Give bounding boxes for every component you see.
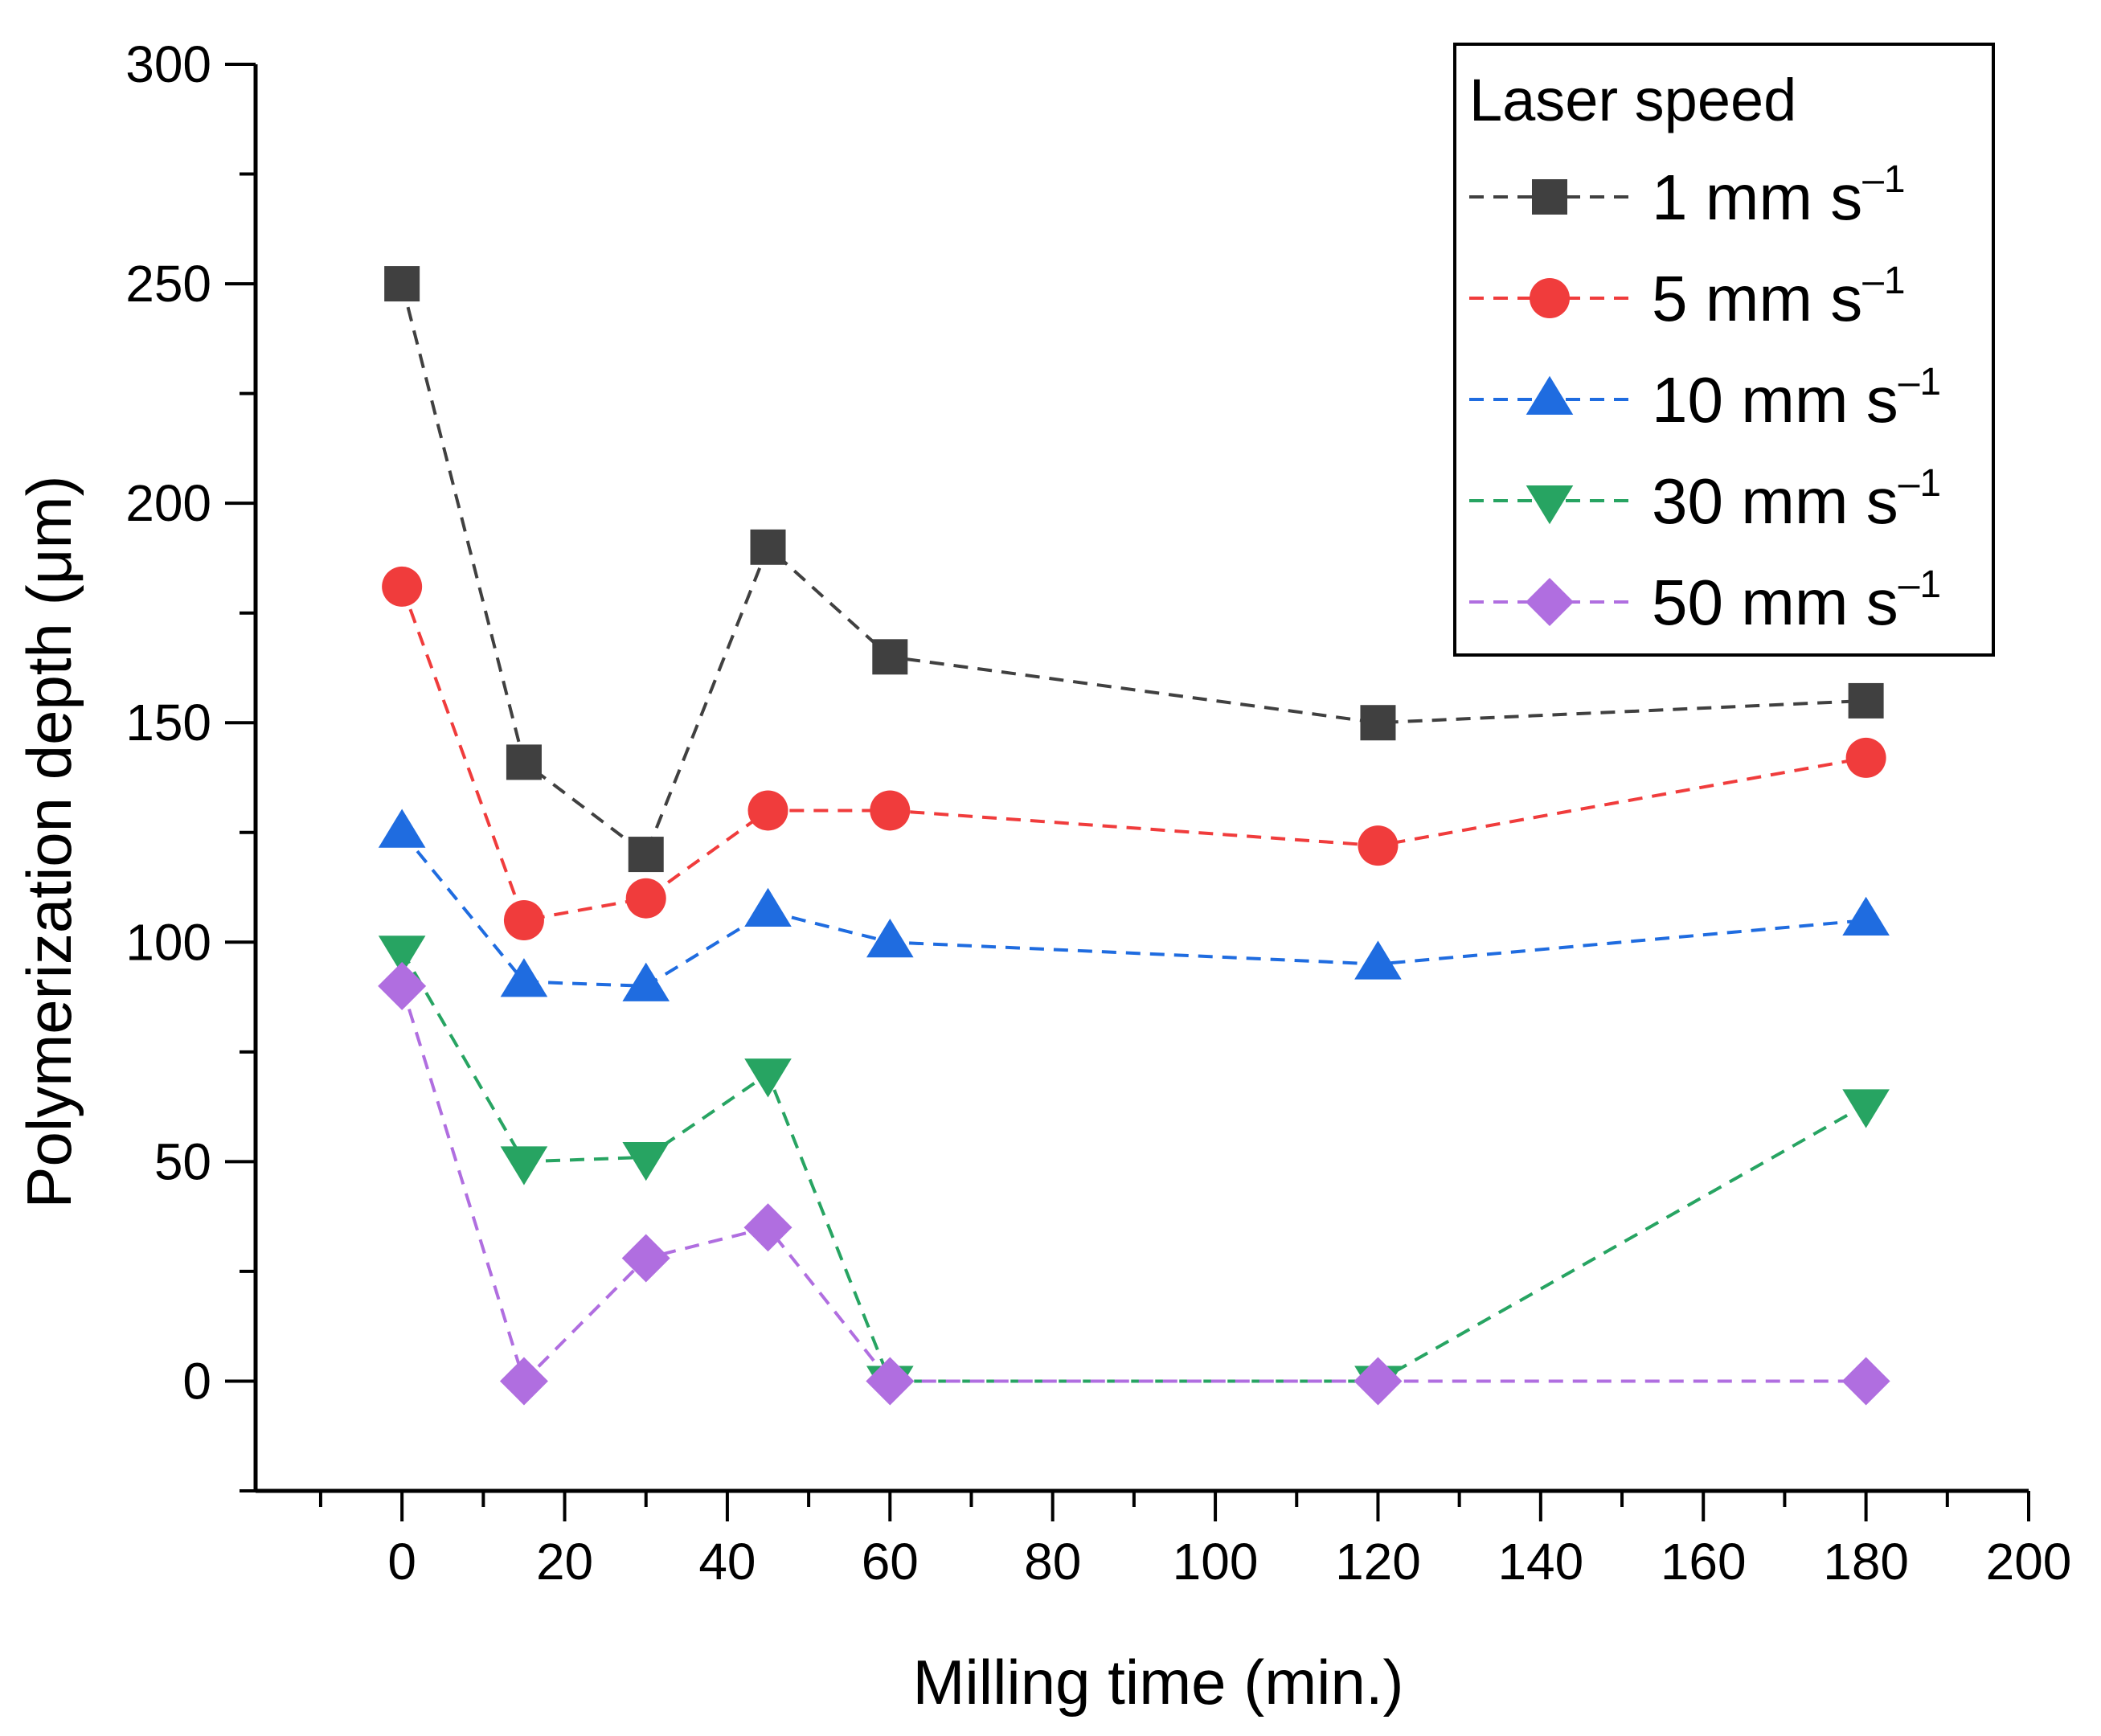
x-tick-label: 0 [387,1533,416,1591]
data-point [1842,1089,1890,1128]
data-point [866,1357,915,1406]
x-tick-label: 160 [1661,1533,1747,1591]
series-layer [378,266,1890,1406]
series-points-1 [384,266,1884,873]
data-point [1842,896,1890,936]
data-point [506,744,542,780]
x-tick-label: 180 [1823,1533,1909,1591]
data-point [625,878,666,919]
data-point [503,900,544,940]
data-point [621,1234,670,1283]
data-point [1845,737,1886,778]
y-tick-label: 250 [125,255,211,313]
data-point [622,962,670,1001]
y-axis-title: Polymerization depth (μm) [14,476,84,1209]
data-point [750,529,786,565]
data-point [747,790,788,831]
data-point [1354,940,1402,980]
x-tick-label: 200 [1986,1533,2072,1591]
data-point [872,639,908,675]
data-point [384,266,420,302]
legend-entry: 5 mm s–1 [1469,260,1906,334]
legend-label: 5 mm s–1 [1652,260,1906,334]
y-tick-label: 100 [125,913,211,971]
legend-entry: 50 mm s–1 [1469,563,1941,638]
series-4 [400,950,1867,1383]
legend-marker [1526,375,1574,415]
data-point [499,1357,548,1406]
data-point [1354,1357,1403,1406]
data-point [866,919,914,958]
y-tick-label: 0 [182,1352,211,1410]
series-points-5 [378,961,1890,1406]
legend-entry: 10 mm s–1 [1469,361,1941,436]
data-point [1848,682,1884,719]
series-5 [400,985,1866,1385]
legend-layer: Laser speed 1 mm s–1 5 mm s–1 10 mm s–1 30 m… [1453,43,1995,657]
y-tick-label: 50 [154,1132,211,1190]
data-point [1360,705,1396,741]
legend-entry: 1 mm s–1 [1469,158,1906,233]
x-tick-label: 20 [536,1533,593,1591]
series-points-4 [378,936,1890,1405]
data-point [500,958,548,997]
data-point [1358,825,1399,866]
data-point [622,1141,670,1181]
data-point [870,790,911,831]
legend-marker [1530,278,1570,318]
x-tick-label: 140 [1497,1533,1583,1591]
y-tick-label: 200 [125,474,211,532]
series-line [400,831,1866,988]
legend-label: 50 mm s–1 [1652,563,1941,638]
axes-layer: 0 50 100 150 200 250 300 0 20 40 60 80 100 120 140 160 1… [125,35,2071,1591]
data-point [628,837,664,873]
legend-label: 1 mm s–1 [1652,158,1906,233]
series-points-2 [382,566,1886,940]
data-point [1841,1357,1890,1406]
x-axis-title: Milling time (min.) [912,1647,1403,1718]
y-tick-label: 300 [125,35,211,93]
data-point [744,887,792,927]
legend-marker [1526,578,1574,626]
series-line [400,950,1867,1383]
series-3 [400,831,1866,988]
data-point [378,936,426,975]
x-tick-label: 100 [1173,1533,1259,1591]
legend-title: Laser speed [1469,67,1796,133]
data-point [743,1203,792,1252]
series-points-3 [378,809,1890,1001]
legend-box [1453,43,1995,657]
legend-label: 10 mm s–1 [1652,361,1941,436]
series-line [400,985,1866,1385]
x-tick-label: 60 [862,1533,919,1591]
data-point [378,961,427,1010]
legend-marker [1532,179,1567,215]
data-point [378,809,426,848]
y-tick-label: 150 [125,694,211,751]
x-tick-label: 40 [698,1533,756,1591]
legend-marker [1526,485,1574,525]
x-tick-label: 120 [1335,1533,1421,1591]
data-point [500,1146,548,1185]
data-point [744,1058,792,1098]
x-tick-label: 80 [1024,1533,1081,1591]
legend-entry: 30 mm s–1 [1469,462,1941,537]
data-point [382,566,423,607]
legend-label: 30 mm s–1 [1652,462,1941,537]
